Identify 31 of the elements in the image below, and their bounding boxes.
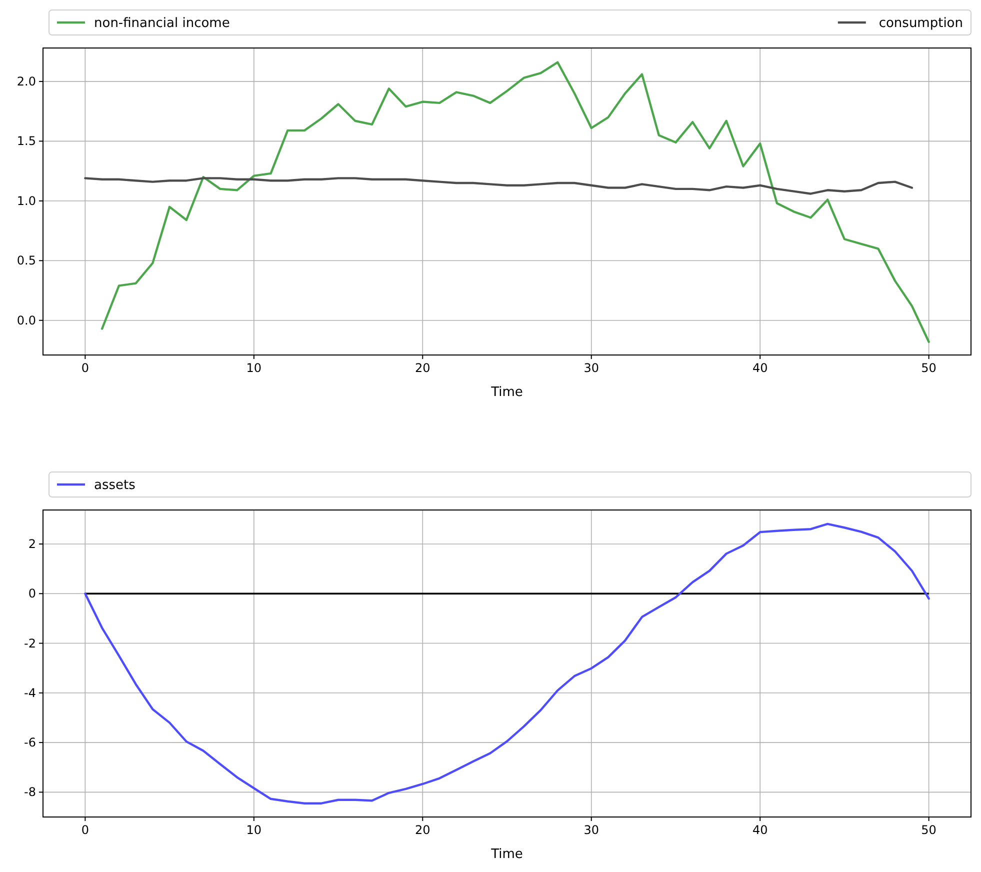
x-tick-label: 10 [246, 361, 262, 375]
y-tick-label: 2 [28, 537, 36, 551]
x-tick-label: 30 [584, 361, 600, 375]
x-tick-label: 0 [81, 823, 89, 837]
y-tick-label: -2 [24, 636, 36, 650]
y-tick-label: 1.0 [16, 194, 36, 208]
y-tick-label: -4 [24, 686, 36, 700]
y-tick-label: 1.5 [16, 134, 36, 148]
x-axis-title: Time [490, 385, 523, 400]
y-tick-label: 0 [28, 586, 36, 601]
x-tick-label: 50 [921, 361, 936, 375]
x-tick-label: 10 [246, 823, 262, 837]
y-tick-label: -6 [24, 736, 36, 750]
x-tick-label: 0 [81, 361, 89, 375]
legend-label: assets [94, 478, 136, 493]
x-tick-label: 30 [584, 823, 600, 837]
x-tick-label: 40 [752, 823, 768, 837]
x-axis-title: Time [490, 847, 523, 862]
legend-label: non-financial income [94, 16, 230, 31]
line-series [100, 61, 930, 343]
legend-label: consumption [878, 16, 963, 31]
x-tick-label: 40 [752, 361, 768, 375]
x-tick-label: 20 [414, 823, 430, 837]
line-series [84, 522, 930, 804]
x-tick-label: 50 [921, 823, 936, 837]
y-tick-label: 2.0 [16, 74, 36, 88]
line-series [84, 177, 914, 195]
y-tick-label: 0.5 [16, 254, 36, 268]
x-tick-label: 20 [414, 361, 430, 375]
y-tick-label: 0.0 [16, 313, 36, 328]
y-tick-label: -8 [24, 785, 36, 800]
